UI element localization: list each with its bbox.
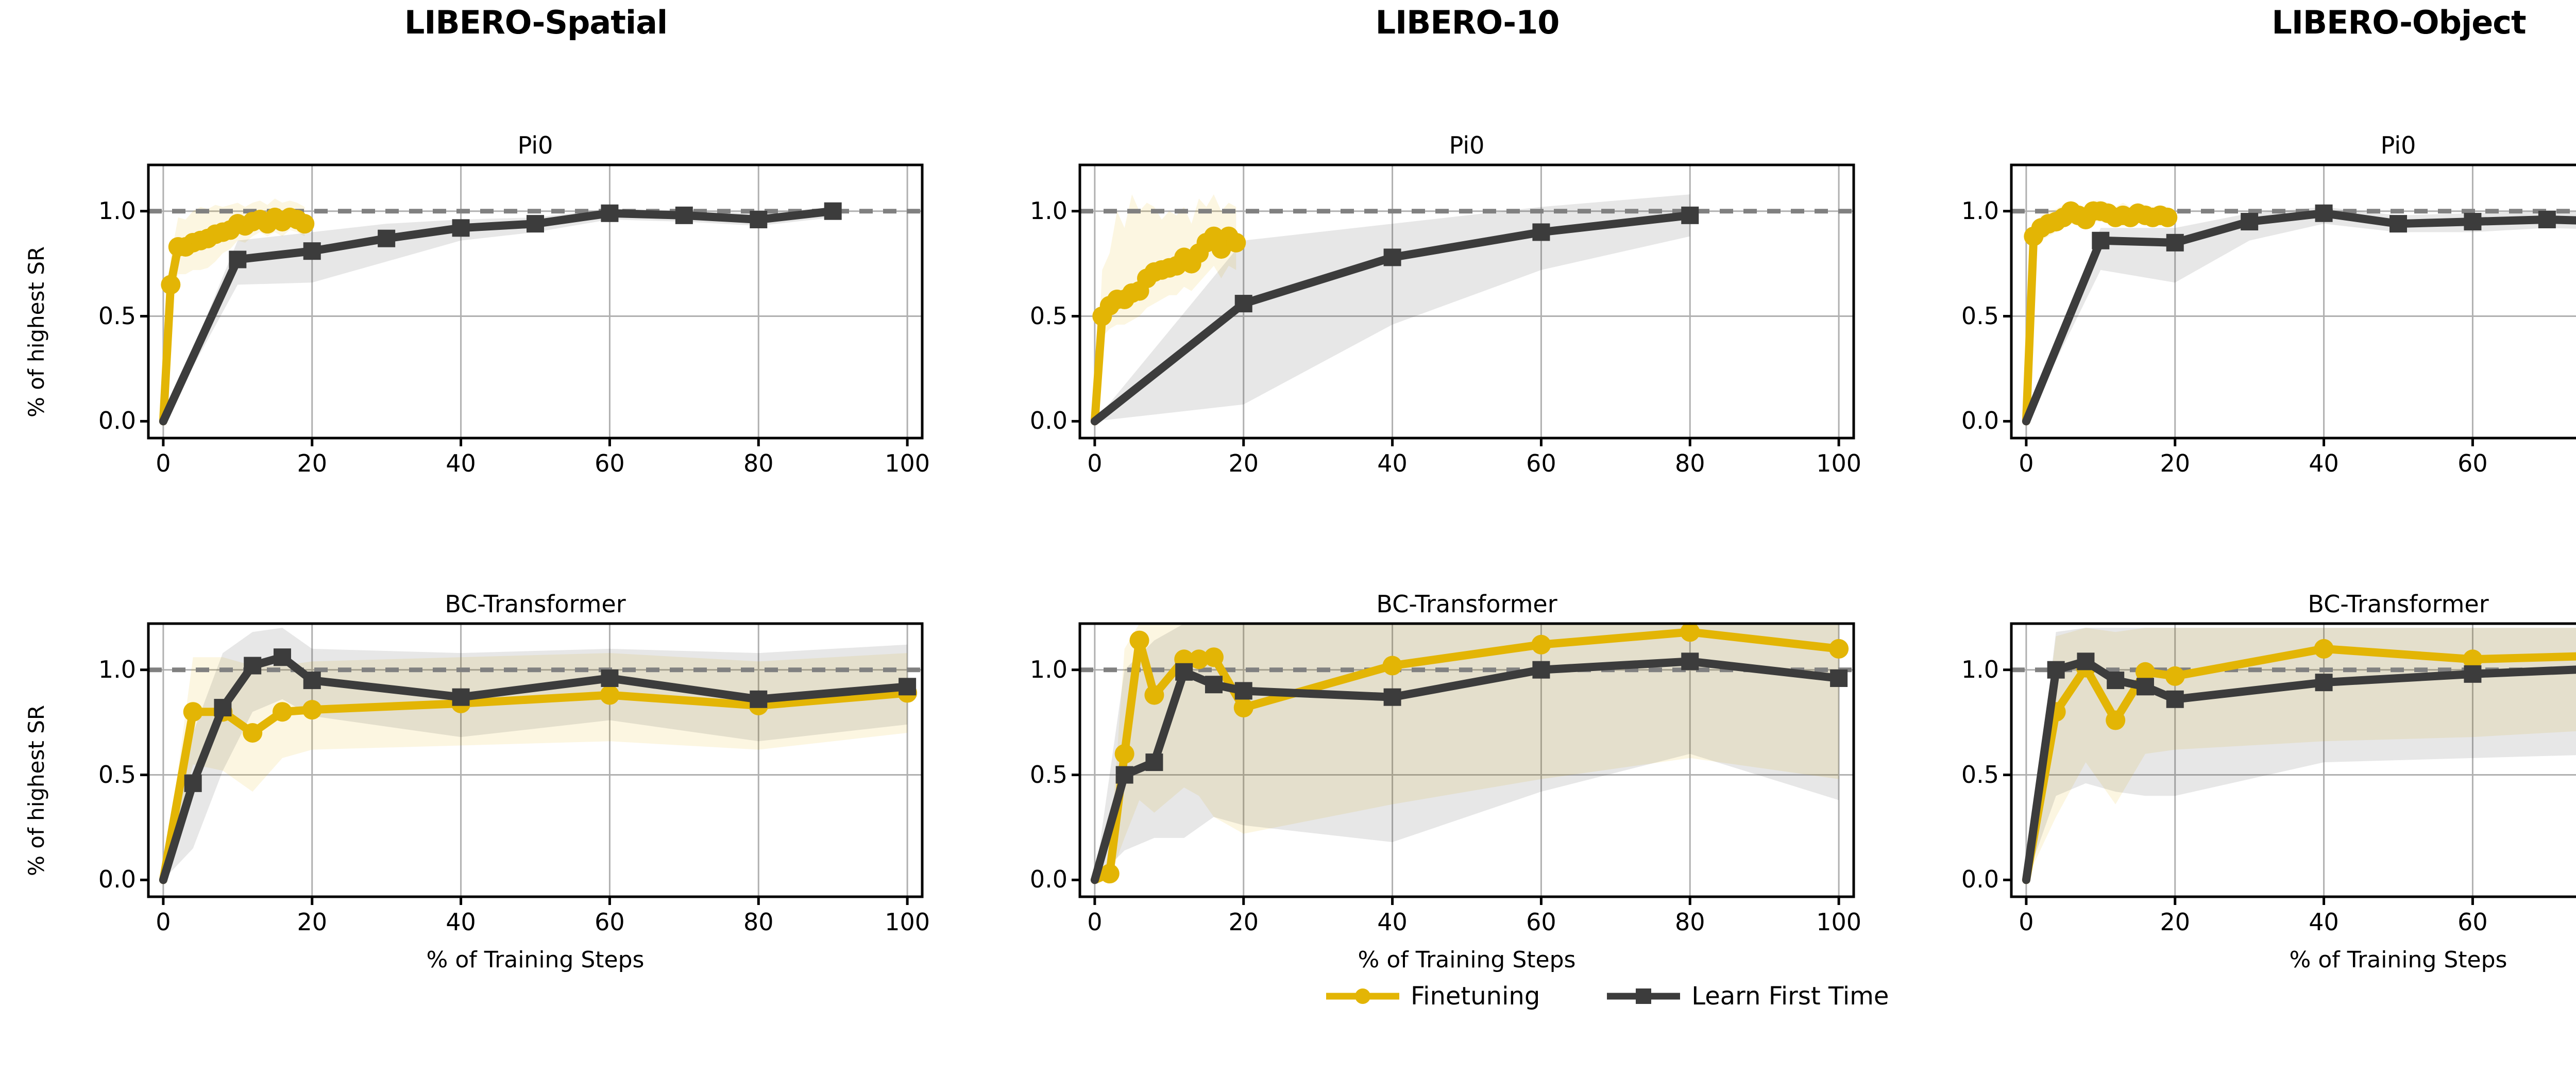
y-tick-label: 1.0	[1961, 655, 1999, 683]
y-tick-label: 1.0	[1029, 655, 1067, 683]
x-tick-label: 40	[1377, 908, 1408, 936]
y-tick-label: 0.5	[98, 760, 136, 789]
y-tick-label: 1.0	[1961, 196, 1999, 225]
x-tick-label: 20	[2160, 449, 2190, 477]
subplot-title: Pi0	[2380, 131, 2416, 159]
y-tick-label: 1.0	[98, 196, 136, 225]
subplot-title: BC-Transformer	[445, 590, 626, 618]
x-tick-label: 100	[1816, 908, 1862, 936]
y-tick-label: 0.0	[1029, 407, 1067, 435]
x-tick-label: 0	[2019, 449, 2034, 477]
x-tick-label: 100	[1816, 449, 1862, 477]
subplot-title: Pi0	[1449, 131, 1485, 159]
legend-marker-circle-icon	[1326, 988, 1399, 1004]
x-tick-label: 20	[297, 449, 327, 477]
column-title-libero-object: LIBERO-Object	[2272, 4, 2526, 41]
x-tick-label: 60	[1526, 908, 1556, 936]
legend-label-finetuning: Finetuning	[1411, 982, 1540, 1011]
column-title-libero-10: LIBERO-10	[1375, 4, 1560, 41]
x-tick-label: 0	[156, 449, 171, 477]
x-tick-label: 20	[1228, 908, 1259, 936]
y-tick-label: 1.0	[98, 655, 136, 683]
x-tick-label: 80	[1674, 449, 1705, 477]
x-tick-label: 0	[156, 908, 171, 936]
y-tick-label: 0.5	[1029, 301, 1067, 330]
x-tick-label: 0	[1087, 908, 1103, 936]
y-tick-label: 0.0	[1029, 865, 1067, 894]
y-tick-label: 0.5	[98, 301, 136, 330]
x-tick-label: 40	[2309, 449, 2339, 477]
x-tick-label: 60	[1526, 449, 1556, 477]
x-tick-label: 80	[743, 449, 774, 477]
x-tick-label: 60	[2458, 449, 2488, 477]
x-tick-label: 20	[2160, 908, 2190, 936]
legend-label-learn-first-time: Learn First Time	[1691, 982, 1889, 1011]
y-tick-label: 1.0	[1029, 196, 1067, 225]
y-tick-label: 0.0	[98, 865, 136, 894]
legend-marker-square-icon	[1607, 988, 1681, 1004]
legend-item-finetuning[interactable]: Finetuning	[1324, 982, 1540, 1011]
x-tick-label: 100	[885, 449, 930, 477]
subplot-title: BC-Transformer	[2308, 590, 2489, 618]
x-tick-label: 60	[595, 908, 625, 936]
y-tick-label: 0.0	[1961, 865, 1999, 894]
x-tick-label: 20	[1228, 449, 1259, 477]
y-tick-label: 0.5	[1961, 301, 1999, 330]
x-tick-label: 80	[743, 908, 774, 936]
x-tick-label: 80	[1674, 908, 1705, 936]
y-axis-label-row-top: % of highest SR	[24, 246, 49, 417]
x-axis-label: % of Training Steps	[2289, 947, 2507, 973]
column-title-libero-spatial: LIBERO-Spatial	[404, 4, 668, 41]
x-tick-label: 60	[2458, 908, 2488, 936]
x-tick-label: 40	[1377, 449, 1408, 477]
y-tick-label: 0.5	[1961, 760, 1999, 789]
x-tick-label: 20	[297, 908, 327, 936]
x-tick-label: 40	[446, 449, 476, 477]
x-tick-label: 40	[446, 908, 476, 936]
y-tick-label: 0.5	[1029, 760, 1067, 789]
y-tick-label: 0.0	[98, 407, 136, 435]
y-tick-label: 0.0	[1961, 407, 1999, 435]
subplot-title: BC-Transformer	[1376, 590, 1557, 618]
y-axis-label-row-bottom: % of highest SR	[24, 705, 49, 876]
chart-legend: Finetuning Learn First Time	[1324, 982, 1889, 1011]
subplot-title: Pi0	[517, 131, 553, 159]
x-axis-label: % of Training Steps	[426, 947, 645, 973]
x-axis-label: % of Training Steps	[1358, 947, 1576, 973]
x-tick-label: 0	[2019, 908, 2034, 936]
x-tick-label: 0	[1087, 449, 1103, 477]
x-tick-label: 60	[595, 449, 625, 477]
legend-item-learn-first-time[interactable]: Learn First Time	[1605, 982, 1889, 1011]
x-tick-label: 40	[2309, 908, 2339, 936]
x-tick-label: 100	[885, 908, 930, 936]
